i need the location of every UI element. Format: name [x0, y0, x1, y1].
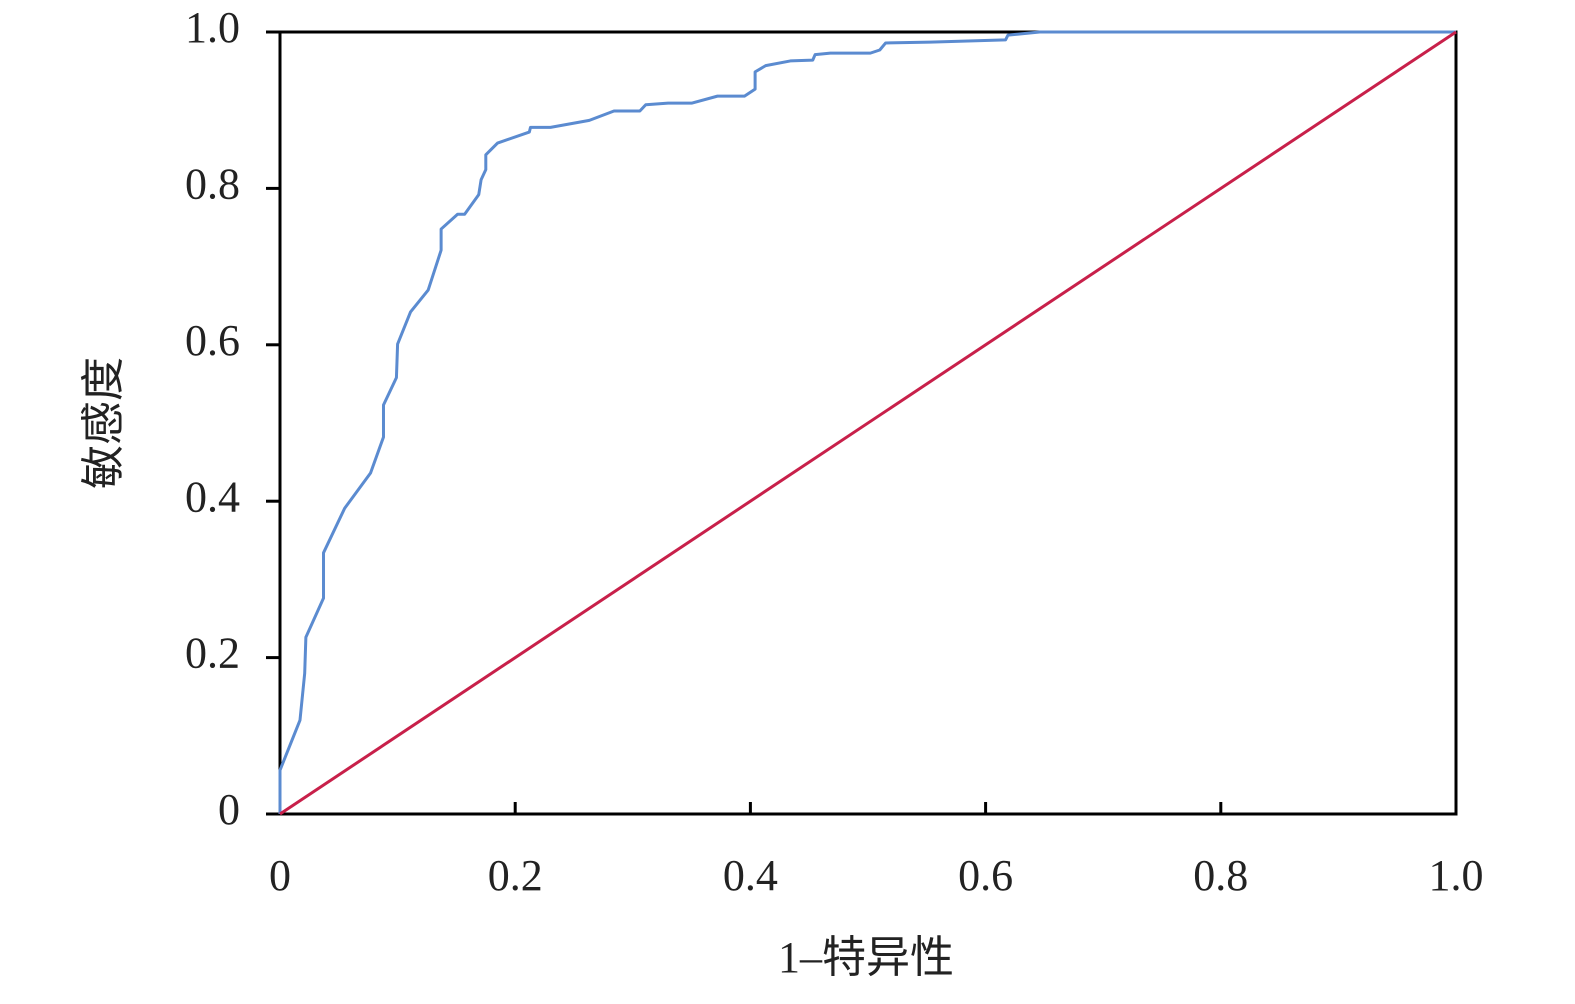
y-tick-label: 0.4: [185, 472, 240, 521]
x-tick-label: 0.6: [958, 851, 1013, 900]
x-tick-label: 0.8: [1193, 851, 1248, 900]
y-tick-label: 0.6: [185, 316, 240, 365]
x-tick-label: 0.4: [723, 851, 778, 900]
y-axis-label: 敏感度: [79, 357, 128, 489]
series-line: [279, 30, 1457, 816]
y-tick-label: 0.8: [185, 159, 240, 208]
plot-frame: [278, 30, 1458, 816]
x-tick-label: 1.0: [1429, 851, 1484, 900]
y-tick-label: 1.0: [185, 3, 240, 52]
y-tick-label: 0.2: [185, 629, 240, 678]
x-axis-label: 1–特异性: [778, 933, 954, 982]
x-tick-label: 0.2: [488, 851, 543, 900]
x-tick-label: 0: [269, 851, 291, 900]
y-tick-label: 0: [218, 785, 240, 834]
series-line: [278, 30, 1456, 814]
